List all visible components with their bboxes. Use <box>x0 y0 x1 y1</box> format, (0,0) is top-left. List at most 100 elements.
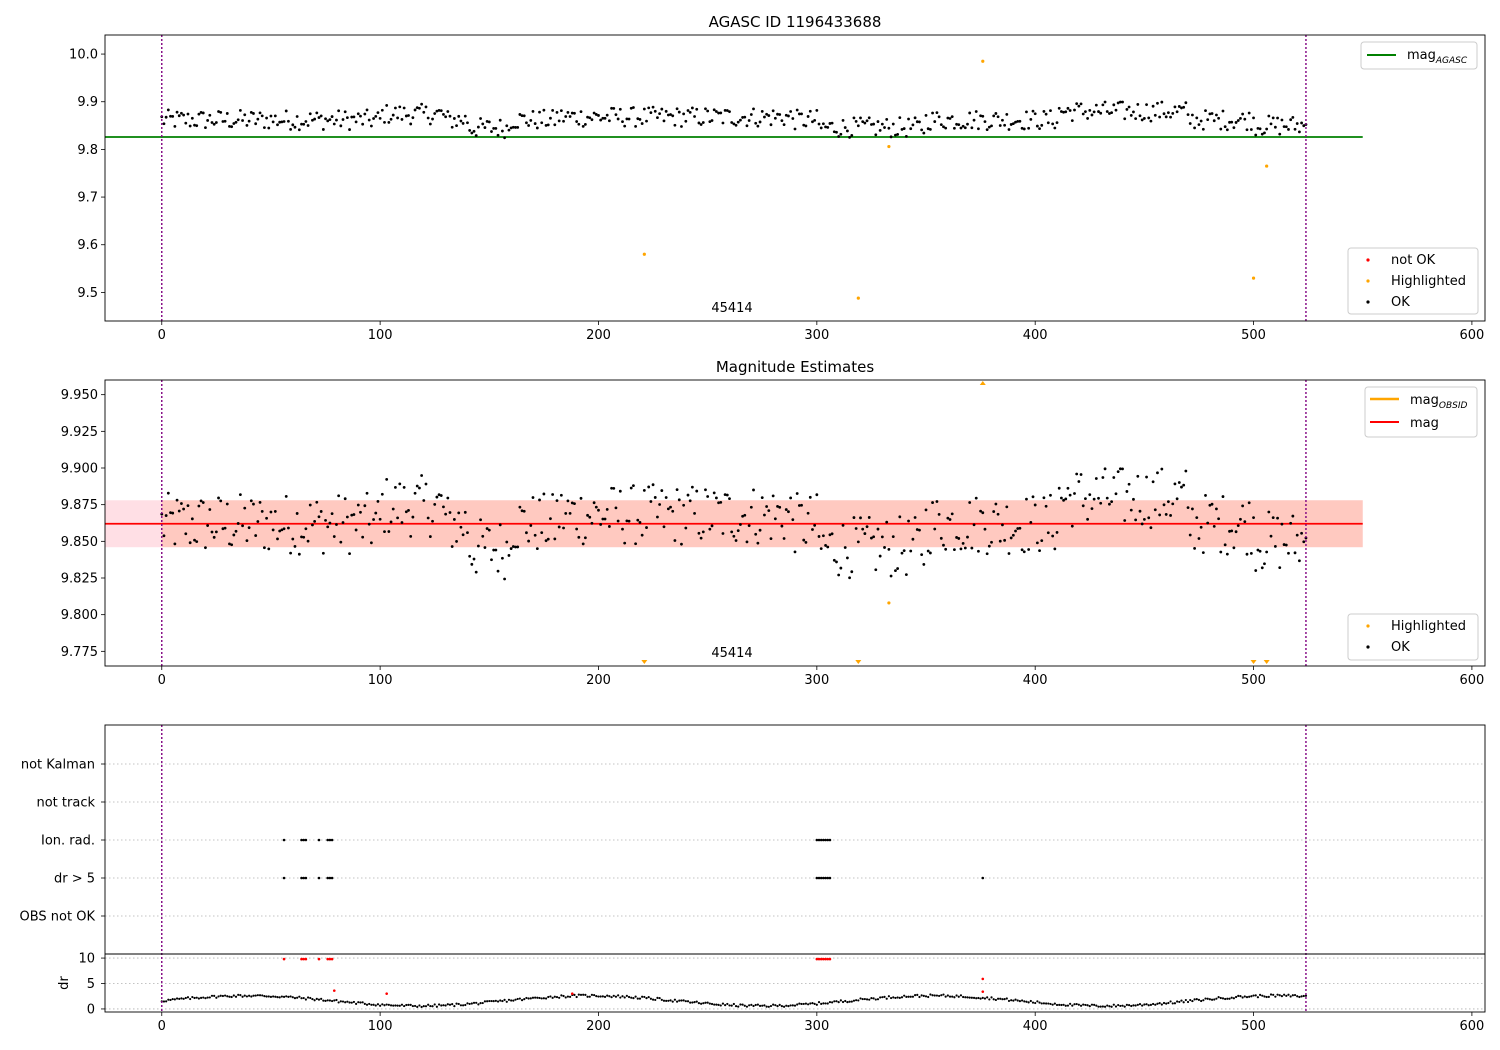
ok-point <box>1035 124 1039 128</box>
ok-point <box>503 136 506 140</box>
ok-point <box>511 545 515 548</box>
ok-point <box>972 118 976 122</box>
dr-point <box>1195 998 1198 1001</box>
dr-point <box>957 995 960 998</box>
dr-point <box>645 997 648 1000</box>
dr-point <box>1237 994 1240 997</box>
ok-point <box>1228 529 1231 533</box>
ok-point <box>514 545 517 549</box>
dr-point <box>885 997 888 1000</box>
ok-point <box>470 131 474 135</box>
dr-point <box>1178 1000 1181 1004</box>
flag-point <box>328 876 332 880</box>
ok-point <box>588 515 592 519</box>
dr-point <box>1110 1005 1113 1008</box>
ok-point <box>1149 119 1153 123</box>
ok-point <box>300 535 303 539</box>
ok-point <box>1145 103 1148 107</box>
dr-point <box>512 999 515 1002</box>
ok-point <box>1153 508 1157 512</box>
dr-point <box>320 997 323 1000</box>
ok-point <box>1300 531 1303 535</box>
dr-point <box>370 1003 373 1006</box>
ok-point <box>418 106 421 110</box>
flag-point <box>828 876 832 880</box>
ok-point <box>476 125 480 129</box>
dr-point <box>274 995 277 998</box>
ok-point <box>448 511 452 514</box>
dr-point <box>1130 1004 1133 1008</box>
flag-point <box>824 876 827 880</box>
ok-point <box>1079 473 1083 476</box>
ok-point <box>649 111 653 115</box>
dr-point <box>309 996 312 1000</box>
flag-point <box>824 838 827 842</box>
ok-point <box>861 527 865 531</box>
ok-point <box>1112 103 1116 107</box>
dr-point <box>184 996 187 1000</box>
ok-point <box>712 491 716 495</box>
ok-point <box>1230 529 1234 533</box>
y-tick-label: 9.775 <box>61 645 98 660</box>
ok-point <box>898 116 902 120</box>
dr-point <box>376 1003 380 1006</box>
ok-point <box>439 109 443 113</box>
ok-point <box>254 122 258 126</box>
dr-point <box>975 997 978 1000</box>
ok-point <box>821 122 825 126</box>
dr-point <box>903 994 906 997</box>
ok-point <box>1221 109 1225 113</box>
dr-point <box>979 997 982 1000</box>
dr-point <box>791 1004 794 1007</box>
dr-point <box>966 996 969 999</box>
ok-point <box>913 516 917 519</box>
dr-point <box>165 1000 168 1003</box>
dr-point <box>654 998 657 1002</box>
dr-red-point <box>282 957 286 961</box>
ok-point <box>1079 102 1083 106</box>
ok-point <box>854 527 858 530</box>
ok-point <box>841 524 845 527</box>
ok-point <box>996 512 1000 516</box>
ok-point <box>282 527 286 531</box>
ok-point <box>1289 118 1293 122</box>
ok-point <box>1219 550 1223 554</box>
ok-point <box>472 129 476 133</box>
ok-point <box>787 114 790 118</box>
dr-point <box>1167 1001 1170 1005</box>
dr-point <box>623 996 626 999</box>
ok-point <box>1217 517 1221 521</box>
dr-point <box>582 993 585 996</box>
ok-point <box>1276 516 1279 520</box>
dr-point <box>374 1004 377 1007</box>
highlighted-point <box>887 144 891 149</box>
highlighted-point <box>642 252 646 256</box>
dr-point <box>346 1000 349 1003</box>
ok-point <box>837 573 841 577</box>
ok-point <box>343 110 347 114</box>
dr-point <box>913 994 917 997</box>
ok-point <box>894 133 897 137</box>
ok-point <box>562 526 565 530</box>
dr-point <box>1055 1003 1059 1007</box>
dr-point <box>702 1002 705 1005</box>
ok-point <box>749 505 753 509</box>
dr-point <box>1036 1000 1039 1003</box>
dr-point <box>996 997 1000 1000</box>
panel3-dr-ylabel: dr <box>57 976 72 990</box>
ok-point <box>317 116 321 119</box>
ok-point <box>743 115 747 119</box>
ok-point <box>313 519 317 523</box>
dr-point <box>267 995 270 998</box>
ok-point <box>765 112 769 116</box>
ok-point <box>985 552 989 556</box>
ok-point <box>928 551 932 555</box>
panel2-annotation: 45414 <box>711 646 752 661</box>
ok-point <box>564 512 568 515</box>
dr-point <box>1079 1004 1083 1007</box>
dr-point <box>1234 995 1238 999</box>
ok-point <box>544 539 548 543</box>
ok-point <box>859 116 862 120</box>
dr-point <box>359 1001 362 1004</box>
ok-point <box>201 111 205 115</box>
